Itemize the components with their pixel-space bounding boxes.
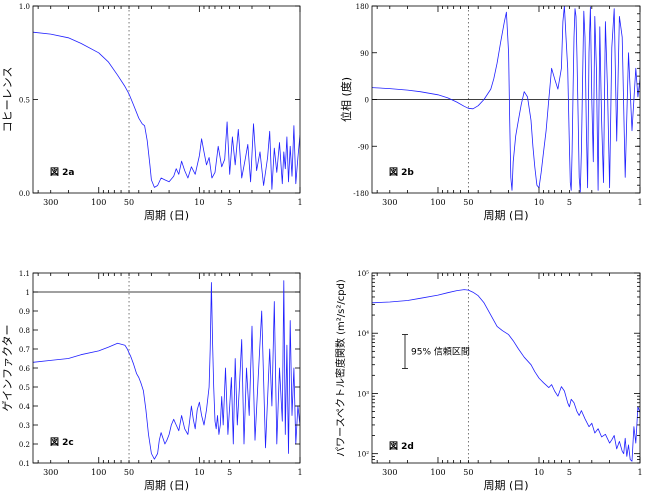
x-tick-label: 300 xyxy=(382,198,397,207)
x-tick-label: 50 xyxy=(124,198,134,207)
y-tick-label: 0.1 xyxy=(19,460,30,468)
x-tick-label: 5 xyxy=(227,468,232,477)
y-tick-label: 0.2 xyxy=(19,441,30,449)
x-tick-label: 1 xyxy=(297,468,302,477)
chart-panel-4: 300 100 50 10 5 1 10² 10³ 10⁴ 10⁵ 周期 (日) パワースペクトル密度… xyxy=(334,270,643,492)
x-tick-label: 1 xyxy=(637,198,642,207)
x-tick-label: 10 xyxy=(194,198,204,207)
x-tick-label: 100 xyxy=(91,198,106,207)
chart-panel-2: 300 100 50 10 5 1 -180 -90 0 90 180 周期 (日) 位相 (度) 図 2… xyxy=(339,3,643,222)
plot-frame xyxy=(32,5,301,194)
series-line-1 xyxy=(33,280,300,460)
x-tick-label: 5 xyxy=(567,198,572,207)
chart-panel-3: 300 100 50 10 5 1 0.1 0.2 0.3 0.4 0.5 0.6 0.7 0.8 0.9 1… xyxy=(1,270,303,492)
plot-frame xyxy=(371,272,641,464)
x-tick-label: 5 xyxy=(567,468,572,477)
y-tick-label: 10⁵ xyxy=(357,270,369,278)
x-tick-label: 300 xyxy=(43,468,58,477)
y-tick-label: 0 xyxy=(365,97,369,105)
x-tick-label: 50 xyxy=(124,468,134,477)
y-tick-label: 1.1 xyxy=(19,270,30,278)
x-axis-label: 周期 (日) xyxy=(144,479,189,492)
x-axis-label: 周期 (日) xyxy=(483,209,528,222)
x-tick-label: 50 xyxy=(463,468,473,477)
y-tick-label: 0.3 xyxy=(19,422,30,430)
series-line-1 xyxy=(33,31,300,190)
y-tick-label: 10⁴ xyxy=(357,330,369,338)
x-axis-label: 周期 (日) xyxy=(144,209,189,222)
x-tick-label: 100 xyxy=(91,468,106,477)
x-tick-label: 50 xyxy=(463,198,473,207)
y-tick-label: 0.5 xyxy=(19,384,30,392)
x-tick-label: 100 xyxy=(430,198,445,207)
x-tick-label: 300 xyxy=(382,468,397,477)
y-tick-label: 1.0 xyxy=(19,3,30,11)
series-line-1 xyxy=(372,6,640,193)
y-tick-label: 180 xyxy=(356,3,369,11)
y-tick-label: 0.7 xyxy=(19,346,30,354)
y-tick-label: -180 xyxy=(353,190,369,198)
x-tick-label: 10 xyxy=(534,468,544,477)
x-axis-label: 周期 (日) xyxy=(483,479,528,492)
x-tick-label: 100 xyxy=(430,468,445,477)
x-tick-label: 1 xyxy=(637,468,642,477)
y-axis-label: ゲインファクター xyxy=(1,324,14,411)
y-axis-label: コヒーレンス xyxy=(1,67,14,133)
y-tick-label: 1 xyxy=(26,289,30,297)
y-tick-label: 0.6 xyxy=(19,365,31,373)
y-tick-label: 10² xyxy=(357,451,369,459)
y-tick-label: 0.4 xyxy=(19,403,31,411)
panel-label: 図 2d xyxy=(389,441,414,452)
y-tick-label: 0.0 xyxy=(19,190,30,198)
y-tick-label: 0.5 xyxy=(19,97,30,105)
plot-frame xyxy=(32,272,301,464)
y-axis-label: 位相 (度) xyxy=(339,77,353,122)
y-tick-label: 0.9 xyxy=(19,308,30,316)
panel-label: 図 2b xyxy=(389,167,414,178)
y-tick-label: 0.8 xyxy=(19,327,30,335)
x-tick-label: 5 xyxy=(227,198,232,207)
y-axis-label: パワースペクトル密度関数 (m²/s²/cpd) xyxy=(334,279,347,457)
confidence-label: 95% 信頼区間 xyxy=(411,346,470,358)
x-tick-label: 10 xyxy=(194,468,204,477)
y-tick-label: 90 xyxy=(360,50,369,58)
y-tick-label: -90 xyxy=(358,143,369,151)
x-tick-label: 300 xyxy=(43,198,58,207)
x-tick-label: 10 xyxy=(534,198,544,207)
x-tick-label: 1 xyxy=(297,198,302,207)
y-tick-label: 10³ xyxy=(357,390,369,398)
panel-label: 図 2c xyxy=(50,437,74,448)
panel-label: 図 2a xyxy=(50,167,74,178)
series-line-1 xyxy=(372,289,640,462)
